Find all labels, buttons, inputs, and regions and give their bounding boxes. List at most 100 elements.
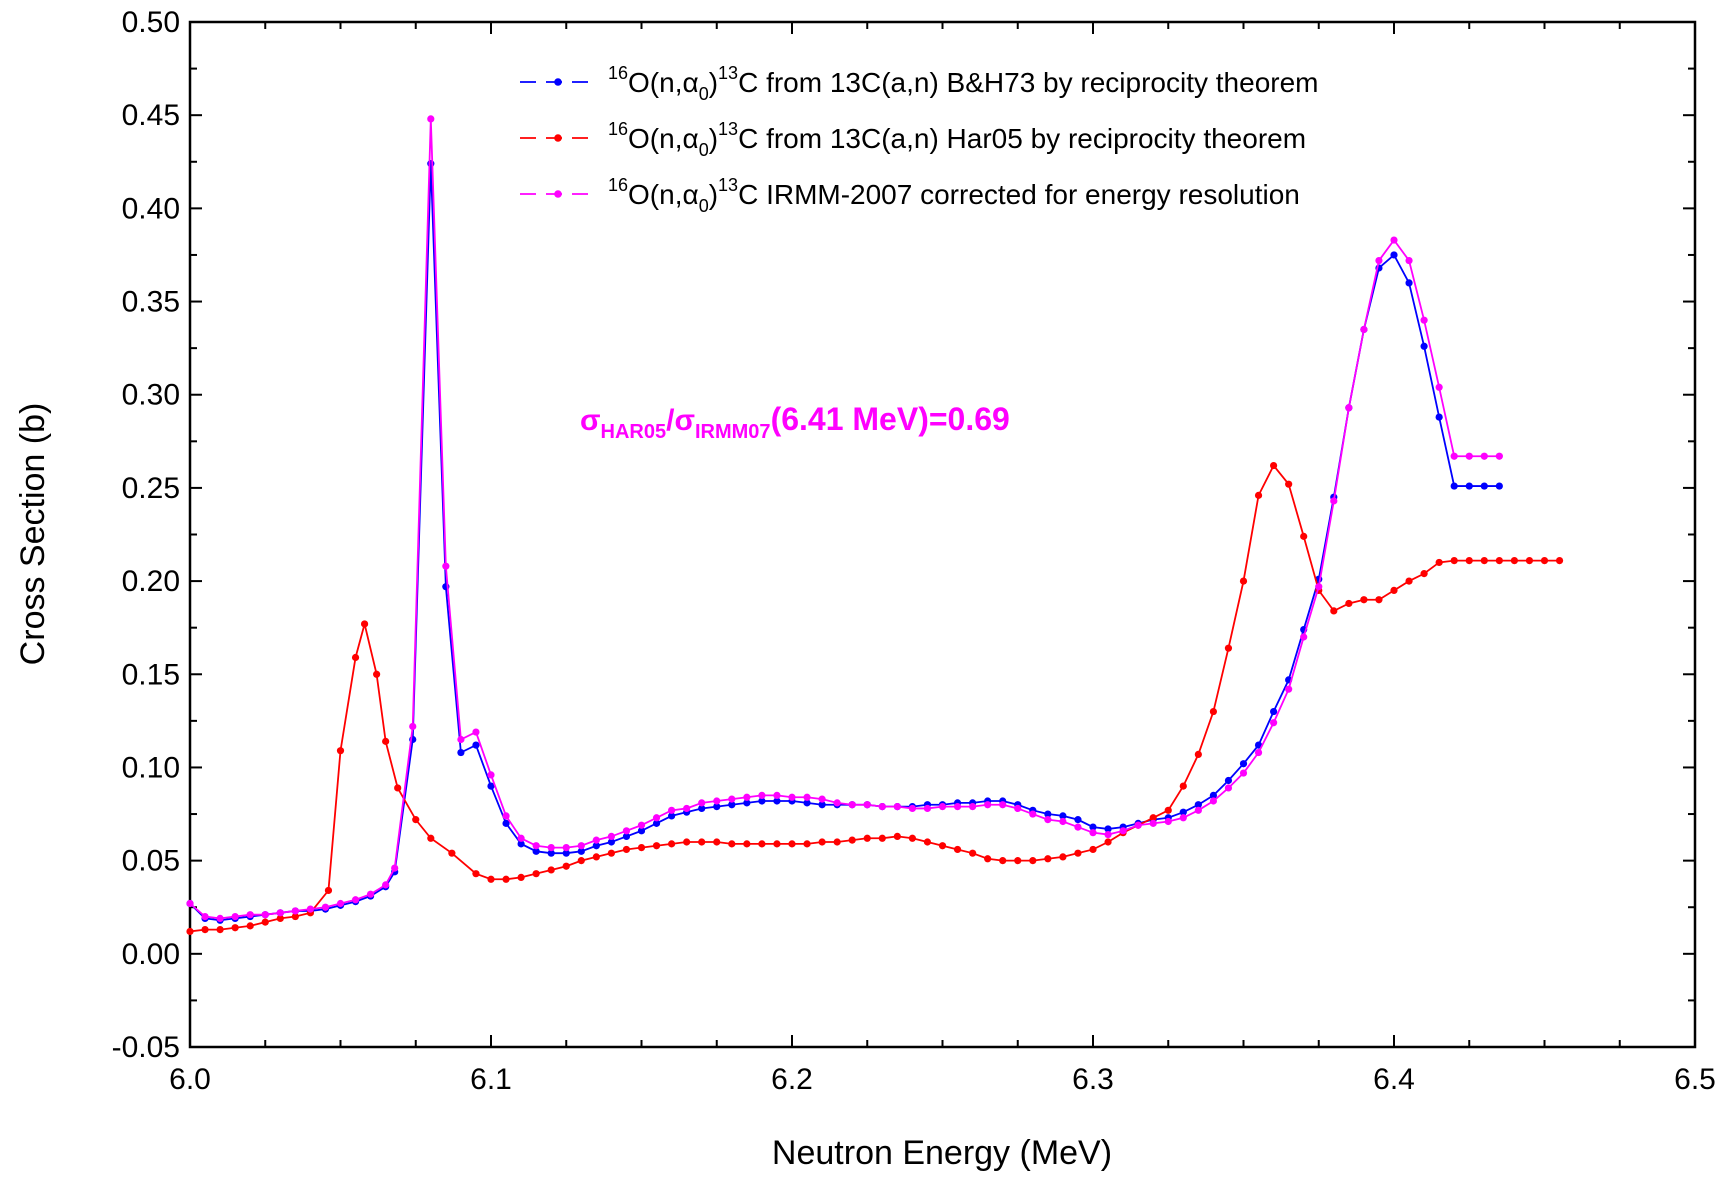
data-point — [743, 793, 751, 801]
y-tick-label: 0.00 — [122, 938, 180, 971]
data-point — [818, 795, 826, 803]
y-tick-label: 0.50 — [122, 6, 180, 39]
data-point — [1104, 825, 1112, 833]
data-point — [1405, 577, 1413, 585]
data-point — [442, 562, 450, 570]
data-point — [472, 728, 480, 736]
data-point — [231, 912, 239, 921]
data-point — [457, 748, 465, 757]
data-point — [1179, 808, 1187, 816]
data-point — [698, 838, 706, 846]
ann-sub-1: HAR05 — [601, 421, 667, 443]
legend-label-part: 0 — [699, 84, 709, 104]
data-point — [1390, 251, 1398, 259]
data-point — [683, 838, 691, 846]
data-point — [1420, 342, 1428, 350]
data-point — [1254, 741, 1263, 749]
data-point — [216, 925, 224, 934]
data-point — [532, 842, 540, 850]
data-point — [487, 875, 495, 883]
data-point — [1239, 577, 1248, 585]
data-point — [321, 903, 330, 911]
legend-item-2: 16O(n,α0)13C from 13C(a,n) Har05 by reci… — [520, 119, 1306, 160]
data-point — [1480, 556, 1488, 565]
data-point — [863, 834, 871, 842]
data-point — [893, 802, 901, 811]
data-point — [773, 797, 781, 805]
legend-label-part: C from 13C(a,n) B&H73 by reciprocity the… — [738, 67, 1318, 98]
data-point — [1285, 685, 1293, 693]
data-point — [261, 911, 269, 919]
x-axis-title: Neutron Energy (MeV) — [772, 1134, 1112, 1172]
data-point — [1405, 256, 1413, 265]
data-point — [1360, 325, 1368, 334]
legend-swatch-marker — [554, 134, 562, 142]
x-tick-label: 6.1 — [470, 1063, 512, 1096]
data-point — [1270, 719, 1278, 727]
data-point — [1104, 830, 1112, 839]
data-point — [1435, 413, 1443, 421]
data-point — [517, 834, 525, 842]
data-point — [1164, 817, 1172, 826]
data-point — [1224, 644, 1233, 652]
data-point — [577, 842, 585, 850]
series-layer — [186, 115, 1564, 936]
legend-label-part: ) — [709, 123, 718, 154]
data-point — [803, 840, 811, 848]
data-point — [713, 838, 721, 846]
legend-swatch-marker — [554, 190, 562, 198]
y-tick-label: 0.45 — [122, 99, 180, 132]
data-point — [306, 905, 314, 913]
data-point — [773, 840, 781, 848]
data-point — [394, 784, 402, 792]
legend-label-part: C IRMM-2007 corrected for energy resolut… — [738, 179, 1300, 210]
data-point — [427, 834, 435, 842]
data-point — [517, 840, 525, 848]
data-point — [1029, 857, 1037, 865]
legend-label-part: ) — [709, 67, 718, 98]
data-point — [1510, 556, 1518, 565]
data-point — [532, 847, 540, 855]
data-point — [878, 802, 886, 811]
data-point — [1059, 817, 1067, 826]
data-point — [1540, 556, 1549, 565]
data-point — [1059, 812, 1067, 820]
data-point — [743, 799, 751, 807]
data-point — [622, 832, 631, 841]
data-point — [562, 849, 570, 857]
data-point — [728, 795, 736, 803]
data-point — [391, 864, 399, 872]
data-point — [1179, 782, 1187, 790]
y-tick-label: 0.10 — [122, 751, 180, 784]
data-point — [1375, 256, 1383, 265]
data-point — [1209, 791, 1217, 800]
data-point — [1014, 804, 1022, 813]
data-point — [1179, 814, 1187, 822]
data-point — [652, 814, 661, 822]
data-point — [908, 804, 917, 813]
series-2 — [186, 461, 1564, 936]
data-point — [367, 890, 375, 898]
data-point — [577, 847, 585, 855]
data-point — [622, 845, 631, 854]
data-point — [472, 870, 480, 878]
data-point — [1465, 452, 1473, 460]
data-point — [246, 911, 254, 919]
data-point — [1194, 801, 1202, 809]
data-point — [743, 840, 751, 848]
data-point — [607, 832, 616, 841]
data-point — [803, 799, 811, 807]
data-point — [1375, 596, 1383, 604]
data-point — [803, 793, 811, 801]
data-point — [848, 836, 856, 844]
data-point — [1420, 570, 1428, 578]
axis-ticks — [189, 21, 1696, 1048]
data-point — [351, 653, 360, 662]
data-point — [502, 819, 510, 827]
data-point — [713, 802, 721, 811]
legend-swatch-marker — [554, 78, 562, 86]
y-tick-label: 0.40 — [122, 192, 180, 225]
data-point — [953, 845, 962, 854]
data-point — [1149, 819, 1157, 827]
